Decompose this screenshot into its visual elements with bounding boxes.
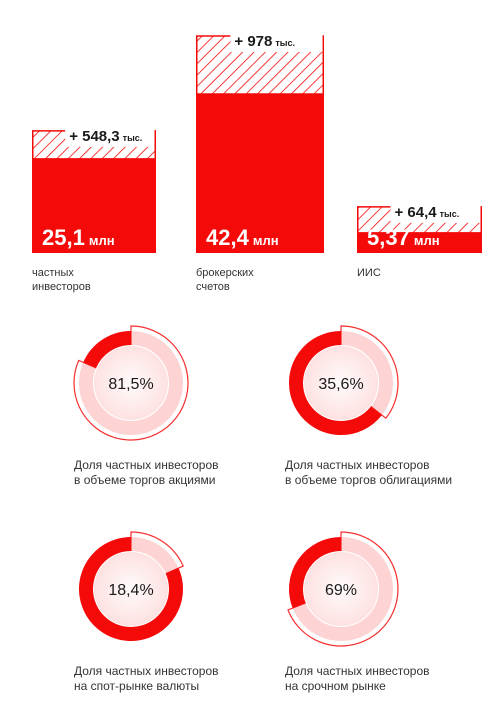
bar-caption-line: брокерских bbox=[196, 267, 254, 279]
donut: 81,5% bbox=[73, 325, 189, 441]
bar-value-label: 5,37 млн bbox=[367, 225, 440, 250]
donut-caption-stocks: Доля частных инвесторов в объеме торгов … bbox=[74, 458, 289, 488]
bar-increase-label: + 548,3 тыс. bbox=[69, 128, 142, 145]
donut-wedge-outline bbox=[130, 531, 184, 575]
increase-label-bg bbox=[65, 126, 155, 147]
bar-value-label: 42,4 млн bbox=[206, 225, 279, 250]
increase-number: + 548,3 bbox=[69, 128, 119, 145]
bar-caption-line: инвесторов bbox=[32, 281, 91, 293]
donut-caption-line: в объеме торгов облигациями bbox=[285, 473, 453, 487]
donut-value-label: 18,4% bbox=[108, 582, 153, 599]
bar-value-number: 5,37 bbox=[367, 225, 410, 250]
increase-unit: тыс. bbox=[440, 209, 460, 219]
bar-value-unit: млн bbox=[89, 233, 115, 248]
bar-group: 5,37 млн + 64,4 тыс. bbox=[357, 202, 482, 253]
increase-unit: тыс. bbox=[275, 38, 295, 48]
donut-caption-line: Доля частных инвесторов bbox=[74, 458, 219, 472]
donut-caption-line: в объеме торгов акциями bbox=[74, 473, 216, 487]
bar-caption-line: ИИС bbox=[357, 267, 381, 279]
donut-inner-glow bbox=[94, 346, 168, 420]
donut-arc bbox=[83, 331, 132, 369]
donut-arc bbox=[79, 537, 183, 641]
increase-number: + 978 bbox=[234, 33, 272, 50]
bar-increase-label: + 64,4 тыс. bbox=[395, 204, 460, 221]
donut-arc bbox=[289, 537, 342, 609]
bar-value-number: 25,1 bbox=[42, 225, 85, 250]
bar-group: 42,4 млн + 978 тыс. bbox=[196, 32, 324, 253]
bar-value-unit: млн bbox=[414, 233, 440, 248]
donut-caption-bonds: Доля частных инвесторов в объеме торгов … bbox=[285, 458, 500, 488]
bar-value-unit: млн bbox=[253, 233, 279, 248]
donut: 18,4% bbox=[79, 531, 184, 641]
donut-caption-line: Доля частных инвесторов bbox=[74, 664, 219, 678]
bar-caption-iis: ИИС bbox=[357, 266, 497, 280]
bar-group: 25,1 млн + 548,3 тыс. bbox=[32, 126, 156, 253]
bar-caption-accounts: брокерских счетов bbox=[196, 266, 336, 294]
donut-inner-glow bbox=[94, 552, 168, 626]
donut-value-label: 35,6% bbox=[318, 376, 363, 393]
donut-wedge-outline bbox=[287, 531, 399, 647]
bar-caption-line: частных bbox=[32, 267, 74, 279]
donut-inner-glow bbox=[304, 346, 378, 420]
donut: 69% bbox=[287, 531, 399, 647]
bar-value-label: 25,1 млн bbox=[42, 225, 115, 250]
increase-label-bg bbox=[230, 32, 323, 52]
donut-arc bbox=[289, 331, 382, 435]
donut-wedge-outline bbox=[340, 325, 399, 420]
increase-unit: тыс. bbox=[123, 133, 143, 143]
bar bbox=[196, 94, 324, 253]
bar-caption-line: счетов bbox=[196, 281, 230, 293]
bar bbox=[32, 158, 156, 253]
donut-value-label: 69% bbox=[325, 582, 357, 599]
donut-caption-line: Доля частных инвесторов bbox=[285, 664, 430, 678]
donut: 35,6% bbox=[289, 325, 399, 435]
donut-caption-line: на срочном рынке bbox=[285, 679, 386, 693]
donut-value-label: 81,5% bbox=[108, 376, 153, 393]
bar-value-number: 42,4 bbox=[206, 225, 250, 250]
bar-increase-label: + 978 тыс. bbox=[234, 33, 295, 50]
bar-chart: 25,1 млн+ 548,3 тыс.42,4 млн+ 978 тыс.5,37 мл… bbox=[32, 32, 482, 253]
donut-caption-fx: Доля частных инвесторов на спот-рынке ва… bbox=[74, 664, 289, 694]
donut-wedge-outline bbox=[73, 325, 189, 441]
donut-inner-glow bbox=[304, 552, 378, 626]
increase-label-bg bbox=[390, 202, 481, 223]
increase-number: + 64,4 bbox=[395, 204, 438, 221]
bar-caption-investors: частных инвесторов bbox=[32, 266, 172, 294]
donut-caption-line: на спот-рынке валюты bbox=[74, 679, 200, 693]
donut-caption-derivatives: Доля частных инвесторов на срочном рынке bbox=[285, 664, 500, 694]
bar bbox=[357, 232, 482, 253]
donut-caption-line: Доля частных инвесторов bbox=[285, 458, 430, 472]
